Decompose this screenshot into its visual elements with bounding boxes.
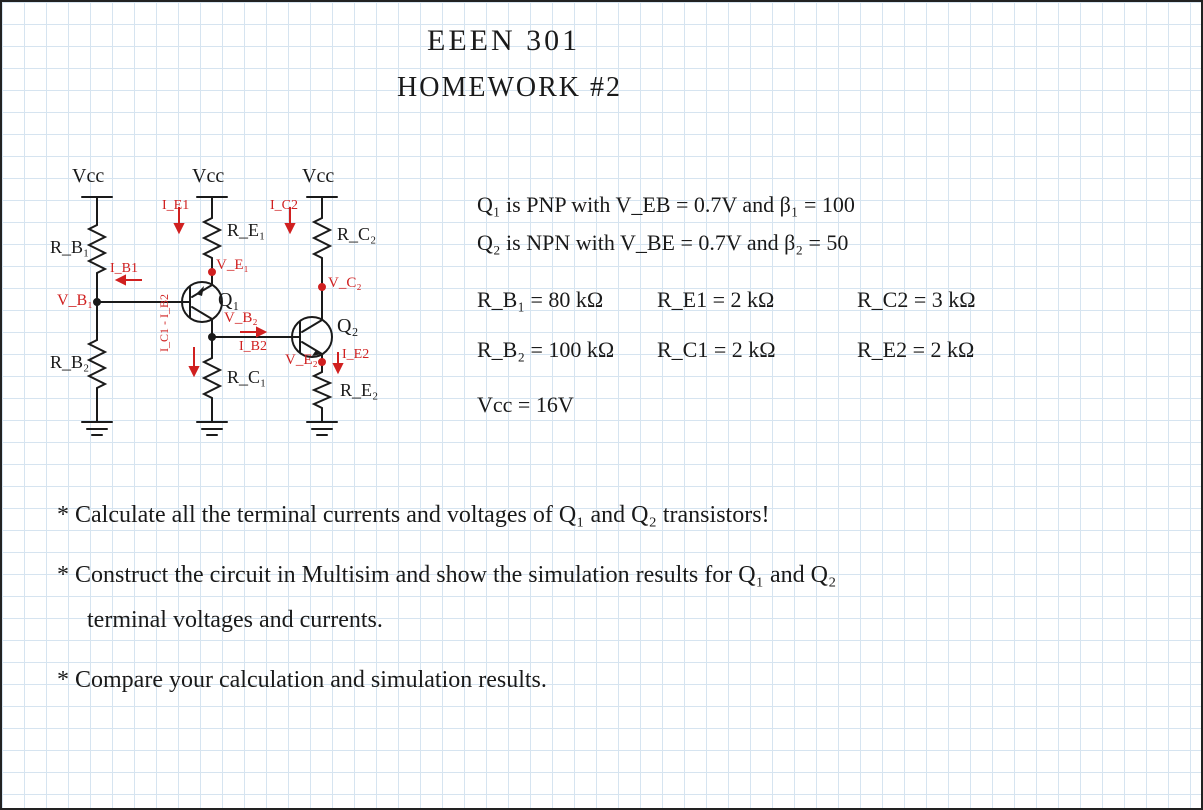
lbl-ve1: V_E₁ bbox=[216, 257, 249, 274]
task-3: * Compare your calculation and simulatio… bbox=[57, 667, 547, 694]
task-2a: * Construct the circuit in Multisim and … bbox=[57, 562, 836, 589]
given-rb1: R_B₁ = 80 kΩ bbox=[477, 287, 603, 313]
lbl-rb1: R_B₁ bbox=[50, 237, 89, 258]
lbl-vcc1: Vcc bbox=[72, 165, 104, 188]
given-rc2: R_C2 = 3 kΩ bbox=[857, 287, 976, 313]
homework-title: HOMEWORK #2 bbox=[397, 72, 622, 104]
given-rb2: R_B₂ = 100 kΩ bbox=[477, 337, 614, 363]
lbl-ie1: I_E1 bbox=[162, 198, 189, 214]
lbl-ic2: I_C2 bbox=[270, 198, 298, 214]
lbl-rc2: R_C₂ bbox=[337, 224, 376, 245]
homework-page: EEEN 301 HOMEWORK #2 Q₁ is PNP with V_EB… bbox=[0, 0, 1203, 810]
lbl-vc2: V_C₂ bbox=[328, 275, 362, 292]
lbl-vcc2: Vcc bbox=[192, 165, 224, 188]
given-vcc: Vcc = 16V bbox=[477, 392, 574, 418]
given-rc1: R_C1 = 2 kΩ bbox=[657, 337, 776, 363]
lbl-rc1: R_C₁ bbox=[227, 367, 266, 388]
lbl-vb1: V_B₁ bbox=[57, 292, 93, 310]
lbl-rb2: R_B₂ bbox=[50, 352, 89, 373]
lbl-ve2: V_E₂ bbox=[285, 352, 318, 369]
course-code: EEEN 301 bbox=[427, 24, 580, 58]
lbl-ib1: I_B1 bbox=[110, 261, 138, 277]
lbl-re2: R_E₂ bbox=[340, 380, 378, 401]
lbl-re1: R_E₁ bbox=[227, 220, 265, 241]
lbl-vb2: V_B₂ bbox=[224, 310, 258, 327]
lbl-ie2: I_E2 bbox=[342, 347, 369, 363]
given-q1: Q₁ is PNP with V_EB = 0.7V and β₁ = 100 bbox=[477, 192, 855, 218]
task-1: * Calculate all the terminal currents an… bbox=[57, 502, 770, 529]
lbl-q1: Q₁ bbox=[218, 289, 239, 312]
lbl-vcc3: Vcc bbox=[302, 165, 334, 188]
lbl-q2: Q₂ bbox=[337, 315, 358, 338]
lbl-ic1ib2: I_C1 - I_B2 bbox=[157, 294, 172, 352]
given-re1: R_E1 = 2 kΩ bbox=[657, 287, 774, 313]
given-re2: R_E2 = 2 kΩ bbox=[857, 337, 974, 363]
lbl-ib2: I_B2 bbox=[239, 339, 267, 355]
given-q2: Q₂ is NPN with V_BE = 0.7V and β₂ = 50 bbox=[477, 230, 848, 256]
task-2b: terminal voltages and currents. bbox=[87, 607, 383, 634]
